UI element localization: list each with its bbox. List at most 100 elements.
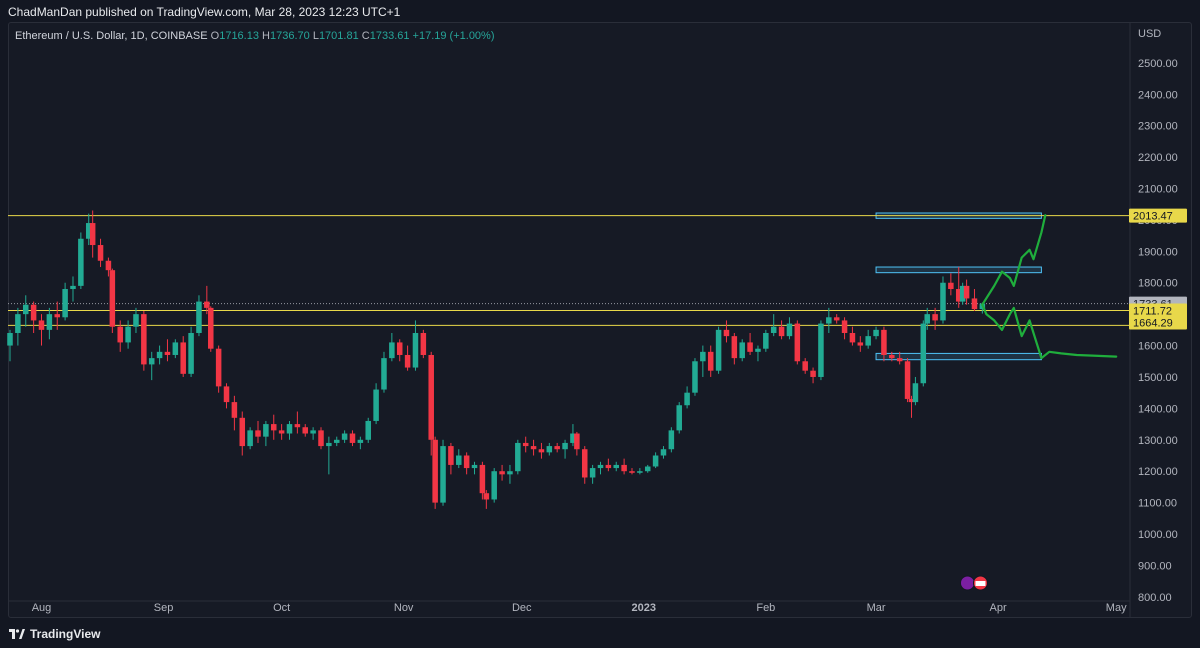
candle-body <box>770 326 777 333</box>
candle <box>755 345 761 362</box>
candle-body <box>613 464 619 469</box>
candle-body <box>215 348 222 387</box>
candle-body <box>621 464 627 472</box>
candle <box>471 461 478 475</box>
y-tick-label: 2300.00 <box>1138 121 1178 133</box>
candle <box>707 345 714 377</box>
x-tick-label: Apr <box>990 602 1007 614</box>
candle-body <box>707 351 714 371</box>
candle-body <box>263 424 269 437</box>
candle <box>507 464 513 484</box>
change-value: +17.19 (+1.00%) <box>412 30 495 42</box>
candle <box>802 358 808 374</box>
candle <box>333 436 340 447</box>
candle-body <box>802 361 808 371</box>
candle-body <box>873 329 879 337</box>
candle-body <box>747 342 753 352</box>
candle-body <box>940 282 946 321</box>
candle-body <box>180 342 186 374</box>
candle <box>85 213 92 246</box>
candle-body <box>637 471 643 473</box>
candle-body <box>546 446 553 453</box>
candle <box>412 320 419 371</box>
candle-body <box>85 223 92 239</box>
candle-body <box>574 433 580 450</box>
y-tick-label: 1300.00 <box>1138 435 1178 447</box>
candle <box>396 339 403 362</box>
candle <box>570 424 576 447</box>
candle-body <box>231 402 238 418</box>
candle <box>940 276 946 324</box>
tradingview-brand: TradingView <box>30 627 101 641</box>
candle <box>652 452 659 469</box>
candle <box>530 439 537 456</box>
candle <box>164 339 171 362</box>
candle-body <box>30 304 37 321</box>
candle-body <box>692 361 698 393</box>
candle <box>597 461 604 475</box>
candle <box>554 442 560 453</box>
candle-body <box>204 301 210 308</box>
candle-body <box>239 417 246 447</box>
candle-body <box>755 348 761 352</box>
candle-body <box>589 468 596 478</box>
candle <box>546 442 553 456</box>
candle-body <box>562 442 568 450</box>
candle-body <box>78 238 84 286</box>
candle <box>365 417 371 443</box>
candle <box>349 430 356 447</box>
candle <box>204 285 210 315</box>
candle-body <box>255 430 261 437</box>
candle <box>865 329 871 349</box>
candle <box>920 320 927 387</box>
y-tick-label: 1000.00 <box>1138 529 1178 541</box>
candle <box>700 345 706 377</box>
candle-body <box>164 351 171 355</box>
level-tag-1711-1664-bg <box>1129 303 1187 330</box>
lightning-icon <box>959 575 975 591</box>
candle-body <box>89 223 96 246</box>
candle-body <box>833 317 840 321</box>
candle <box>428 351 434 456</box>
tradingview-logo[interactable]: TradingView <box>9 627 100 641</box>
x-tick-label: May <box>1106 602 1127 614</box>
candle <box>208 306 214 352</box>
candle <box>215 345 222 393</box>
candle-body <box>286 424 293 434</box>
candle-body <box>389 342 395 359</box>
x-tick-label: Oct <box>273 602 290 614</box>
candle-body <box>676 405 682 431</box>
symbol-title: Ethereum / U.S. Dollar, 1D, COINBASE <box>15 30 208 42</box>
candle <box>605 458 612 472</box>
candle-body <box>62 289 68 318</box>
candle-body <box>196 301 202 333</box>
candle <box>156 345 163 365</box>
candle <box>404 345 411 371</box>
candle <box>141 311 147 371</box>
top-bar: ChadManDan published on TradingView.com,… <box>0 0 1200 22</box>
candle <box>668 427 675 453</box>
x-tick-label: Nov <box>394 602 414 614</box>
candle <box>613 461 619 472</box>
candle <box>904 358 911 403</box>
candle-body <box>932 314 938 321</box>
candle-body <box>471 464 478 469</box>
candle <box>562 439 568 459</box>
candle-body <box>499 471 505 475</box>
candle-body <box>448 446 454 465</box>
candle <box>326 436 332 475</box>
candle-body <box>141 314 147 365</box>
candle <box>763 329 769 352</box>
open-value: 1716.13 <box>219 30 259 42</box>
candle-body <box>896 358 903 362</box>
candle <box>89 210 96 258</box>
candle-body <box>581 449 588 478</box>
candle-body <box>479 464 486 494</box>
candle-body <box>570 433 576 443</box>
candle-body <box>507 471 513 475</box>
close-value: 1733.61 <box>369 30 410 42</box>
candle <box>629 468 635 475</box>
y-tick-label: 1500.00 <box>1138 372 1178 384</box>
candle-body <box>456 455 462 465</box>
